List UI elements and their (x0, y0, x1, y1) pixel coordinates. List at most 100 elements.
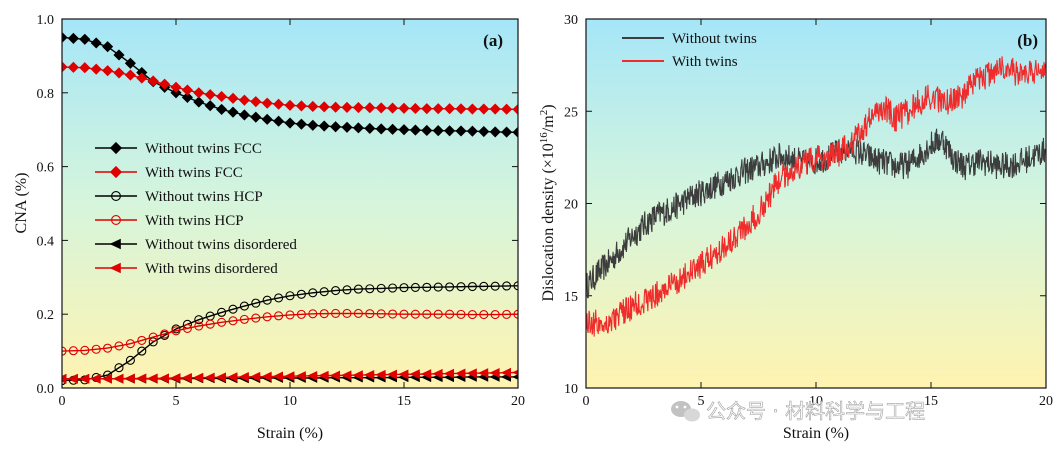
y-tick-label: 15 (564, 290, 578, 305)
data-point (308, 309, 318, 319)
data-point (113, 67, 125, 79)
data-point (148, 332, 158, 342)
data-point (204, 372, 215, 383)
data-point (284, 99, 296, 111)
data-point (445, 309, 455, 319)
data-point (500, 367, 512, 378)
data-point (273, 115, 285, 127)
data-point (227, 92, 239, 104)
data-point (432, 103, 444, 115)
data-point (91, 344, 101, 354)
data-point (502, 281, 512, 291)
data-point (262, 312, 272, 322)
data-point (375, 369, 386, 380)
x-tick-label: 20 (511, 394, 525, 409)
panel-a-x-axis-title: Strain (%) (257, 425, 323, 442)
series-with-twins-disordered (62, 367, 518, 384)
data-point (262, 295, 272, 305)
legend-item: Without twins disordered (95, 237, 297, 253)
data-point (502, 309, 512, 319)
data-point (444, 125, 456, 137)
data-point (228, 316, 238, 326)
data-point (251, 298, 261, 308)
y-tick-label: 0.2 (37, 308, 55, 323)
data-point (90, 37, 102, 49)
data-point (227, 106, 239, 118)
data-point (101, 373, 112, 384)
x-tick-label: 5 (698, 394, 705, 409)
data-point (306, 370, 318, 381)
data-point (398, 369, 409, 380)
panel-b-legend: Without twins With twins (622, 31, 757, 70)
data-point (205, 319, 215, 329)
panel-b-frame (585, 18, 1047, 389)
data-point (62, 61, 68, 73)
data-point (124, 69, 136, 81)
data-point (114, 363, 124, 373)
data-point (194, 315, 204, 325)
data-point (261, 97, 273, 109)
data-point (170, 81, 182, 93)
data-point (109, 262, 121, 274)
data-point (193, 87, 205, 99)
data-point (467, 310, 477, 320)
data-point (422, 309, 432, 319)
data-point (67, 61, 79, 73)
data-point (181, 84, 193, 96)
data-point (479, 281, 489, 291)
data-point (62, 31, 68, 44)
data-point (238, 94, 250, 106)
data-point (274, 293, 284, 303)
data-point (375, 123, 387, 135)
data-point (204, 100, 216, 112)
data-point (111, 215, 121, 225)
data-point (443, 368, 455, 379)
data-point (113, 49, 125, 61)
data-point (125, 339, 135, 349)
legend-label: Without twins FCC (145, 141, 262, 157)
x-tick-label: 5 (173, 394, 180, 409)
panel-b-chart: 0 5 10 15 20 10 15 20 25 30 (b) Strain (%) Disloc… (538, 13, 1053, 442)
data-point (216, 90, 228, 103)
data-point (456, 282, 466, 292)
data-point (466, 103, 478, 115)
data-point (170, 373, 181, 383)
data-point (135, 373, 147, 384)
data-point (388, 283, 398, 293)
data-point (111, 191, 121, 201)
data-point (261, 371, 272, 382)
series-with-twins-fcc (62, 61, 518, 115)
data-point (330, 121, 342, 133)
legend-item: With twins disordered (95, 261, 278, 277)
data-point (478, 125, 490, 138)
data-point (261, 113, 273, 125)
data-point (192, 372, 204, 383)
data-point (67, 32, 79, 44)
data-point (329, 370, 341, 381)
data-point (147, 75, 159, 87)
data-point (90, 63, 102, 75)
legend-label: Without twins disordered (145, 237, 297, 253)
data-point (433, 309, 443, 319)
data-point (295, 100, 307, 112)
data-point (512, 126, 518, 138)
data-point (109, 165, 123, 179)
data-point (102, 41, 114, 53)
panel-a-series-group (62, 31, 518, 386)
legend-item: Without twins FCC (95, 141, 262, 157)
data-point (399, 283, 409, 293)
panel-a-chart: 0 5 10 15 20 0.0 0.2 0.4 0.6 0.8 1.0 (a) Strain (%… (13, 13, 525, 442)
data-point (352, 101, 364, 114)
data-point (274, 311, 284, 321)
data-point (308, 288, 318, 298)
data-point (456, 309, 466, 319)
panel-b-y-axis-title: Dislocation density (×1016/m2) (538, 104, 557, 301)
data-point (171, 326, 181, 336)
legend-label: Without twins HCP (145, 189, 263, 205)
data-point (136, 72, 148, 84)
data-point (217, 307, 227, 317)
data-point (513, 309, 518, 319)
y-tick-label: 10 (564, 382, 578, 397)
data-point (376, 283, 386, 293)
data-point (353, 308, 363, 319)
